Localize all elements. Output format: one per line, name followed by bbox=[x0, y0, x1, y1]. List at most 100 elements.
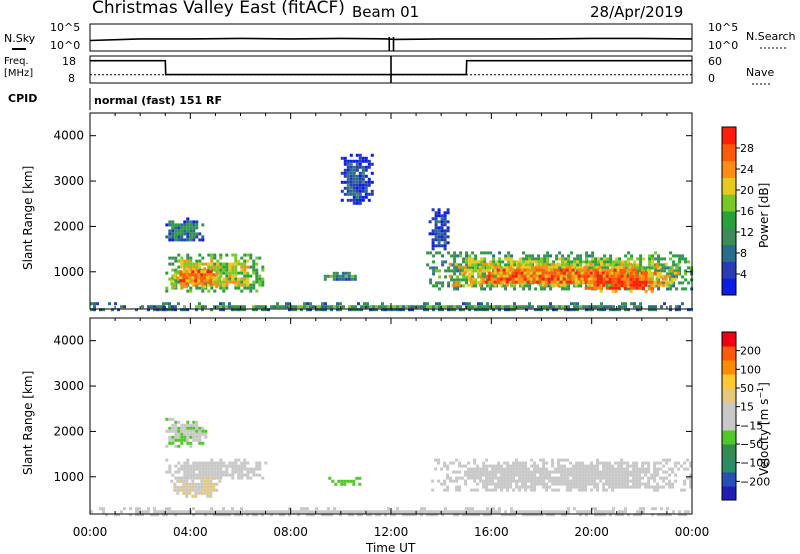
heatmap-cell bbox=[352, 192, 356, 196]
heatmap-cell bbox=[666, 287, 670, 291]
heatmap-cell bbox=[364, 165, 368, 169]
heatmap-cell bbox=[570, 263, 574, 267]
heatmap-cell bbox=[174, 420, 178, 424]
heatmap-cell bbox=[463, 271, 467, 275]
heatmap-cell bbox=[578, 461, 582, 465]
heatmap-cell bbox=[608, 280, 612, 284]
heatmap-cell bbox=[533, 470, 537, 474]
heatmap-cell bbox=[618, 257, 622, 261]
heatmap-cell bbox=[639, 507, 642, 511]
velocity-heatmap bbox=[90, 417, 693, 517]
heatmap-cell bbox=[443, 247, 447, 251]
heatmap-cell bbox=[537, 254, 541, 258]
heatmap-cell bbox=[207, 268, 211, 272]
heatmap-cell bbox=[201, 289, 205, 293]
heatmap-cell bbox=[173, 276, 177, 280]
heatmap-cell bbox=[616, 271, 620, 275]
heatmap-cell bbox=[603, 254, 607, 258]
heatmap-cell bbox=[550, 262, 554, 266]
heatmap-cell bbox=[532, 265, 536, 269]
heatmap-cell bbox=[153, 305, 156, 309]
heatmap-cell bbox=[431, 229, 435, 233]
heatmap-cell bbox=[626, 277, 630, 281]
heatmap-cell bbox=[483, 260, 487, 264]
heatmap-cell bbox=[510, 510, 513, 514]
heatmap-cell bbox=[474, 284, 478, 288]
heatmap-cell bbox=[504, 266, 508, 270]
heatmap-cell bbox=[562, 280, 566, 284]
heatmap-cell bbox=[485, 482, 489, 486]
heatmap-cell bbox=[210, 286, 214, 290]
colorbar-swatch bbox=[722, 194, 736, 212]
heatmap-cell bbox=[441, 510, 444, 514]
heatmap-cell bbox=[605, 488, 609, 492]
nave-tick-bottom: 0 bbox=[708, 72, 715, 85]
heatmap-cell bbox=[536, 464, 540, 468]
heatmap-cell bbox=[474, 305, 477, 309]
heatmap-cell bbox=[346, 165, 350, 169]
heatmap-cell bbox=[459, 510, 462, 514]
heatmap-cell bbox=[360, 510, 363, 514]
heatmap-cell bbox=[188, 491, 192, 495]
heatmap-cell bbox=[437, 226, 441, 230]
heatmap-cell bbox=[171, 417, 175, 421]
heatmap-cell bbox=[561, 513, 564, 517]
heatmap-cell bbox=[228, 280, 232, 284]
heatmap-cell bbox=[620, 476, 624, 480]
heatmap-cell bbox=[687, 260, 691, 264]
heatmap-cell bbox=[451, 283, 455, 287]
heatmap-cell bbox=[213, 473, 217, 477]
heatmap-cell bbox=[234, 259, 238, 263]
heatmap-cell bbox=[355, 183, 359, 187]
heatmap-cell bbox=[569, 461, 573, 465]
heatmap-cell bbox=[273, 510, 276, 514]
heatmap-cell bbox=[505, 268, 509, 272]
heatmap-cell bbox=[294, 305, 297, 309]
colorbar-swatch bbox=[722, 211, 736, 229]
heatmap-cell bbox=[459, 269, 463, 273]
heatmap-cell bbox=[358, 201, 362, 205]
heatmap-cell bbox=[318, 510, 321, 514]
heatmap-cell bbox=[512, 479, 516, 483]
heatmap-cell bbox=[198, 265, 202, 269]
heatmap-cell bbox=[252, 271, 256, 275]
heatmap-cell bbox=[432, 308, 435, 312]
heatmap-cell bbox=[222, 265, 226, 269]
heatmap-cell bbox=[309, 305, 312, 309]
heatmap-cell bbox=[567, 260, 571, 264]
heatmap-cell bbox=[687, 266, 691, 270]
heatmap-cell bbox=[188, 488, 192, 492]
heatmap-cell bbox=[355, 159, 359, 163]
heatmap-cell bbox=[468, 278, 472, 282]
heatmap-cell bbox=[438, 305, 441, 309]
heatmap-cell bbox=[423, 507, 426, 511]
heatmap-cell bbox=[597, 305, 600, 309]
heatmap-cell bbox=[574, 283, 578, 287]
heatmap-cell bbox=[200, 282, 204, 286]
heatmap-cell bbox=[605, 479, 609, 483]
heatmap-cell bbox=[215, 488, 219, 492]
heatmap-cell bbox=[536, 482, 540, 486]
heatmap-cell bbox=[600, 257, 604, 261]
heatmap-cell bbox=[544, 271, 548, 275]
heatmap-cell bbox=[493, 280, 497, 284]
heatmap-cell bbox=[179, 488, 183, 492]
colorbar-swatch bbox=[722, 472, 736, 487]
heatmap-cell bbox=[538, 271, 542, 275]
heatmap-cell bbox=[596, 277, 600, 281]
heatmap-cell bbox=[462, 308, 465, 312]
heatmap-cell bbox=[620, 277, 624, 281]
heatmap-cell bbox=[660, 257, 664, 261]
heatmap-cell bbox=[551, 464, 555, 468]
heatmap-cell bbox=[657, 257, 661, 261]
heatmap-cell bbox=[240, 513, 243, 517]
heatmap-cell bbox=[549, 263, 553, 267]
heatmap-cell bbox=[519, 257, 523, 261]
heatmap-cell bbox=[405, 513, 408, 517]
heatmap-cell bbox=[182, 285, 186, 289]
heatmap-cell bbox=[171, 277, 175, 281]
heatmap-cell bbox=[455, 488, 459, 492]
heatmap-cell bbox=[561, 305, 564, 309]
heatmap-cell bbox=[219, 510, 222, 514]
heatmap-cell bbox=[494, 476, 498, 480]
